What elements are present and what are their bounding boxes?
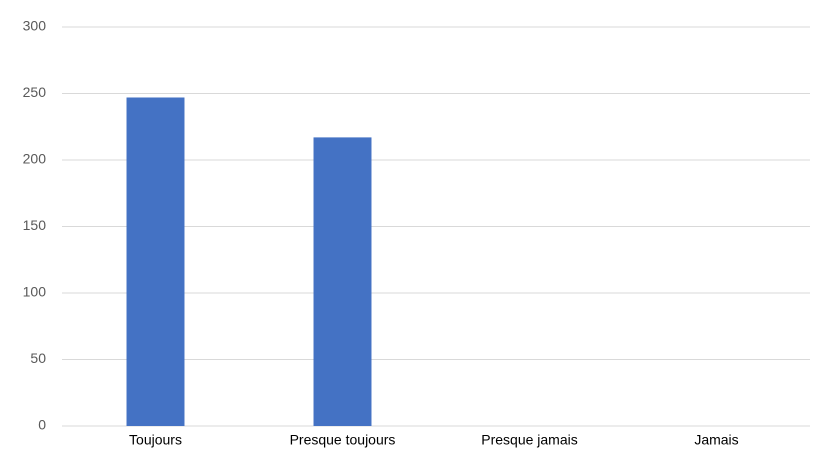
bar <box>126 97 185 427</box>
y-tick-label: 300 <box>23 18 47 34</box>
y-tick-label: 250 <box>23 84 47 100</box>
y-tick-label: 150 <box>23 217 47 233</box>
x-tick-label: Toujours <box>129 432 182 448</box>
bar <box>313 137 372 426</box>
y-tick-label: 200 <box>23 151 47 167</box>
y-tick-label: 50 <box>30 350 46 366</box>
x-tick-label: Presque toujours <box>290 432 396 448</box>
x-tick-label: Jamais <box>694 432 738 448</box>
x-tick-label: Presque jamais <box>481 432 578 448</box>
y-tick-label: 100 <box>23 284 47 300</box>
y-tick-label: 0 <box>38 417 46 433</box>
